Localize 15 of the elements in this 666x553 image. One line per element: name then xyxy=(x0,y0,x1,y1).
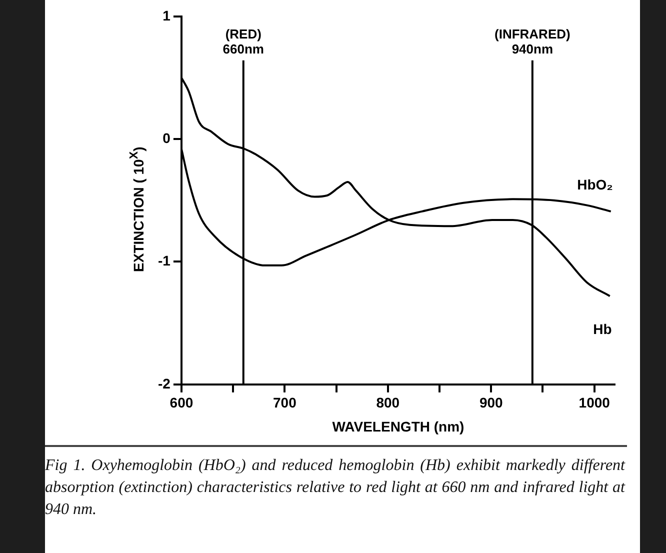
series-label: HbO₂ xyxy=(577,176,613,192)
x-tick-label: 700 xyxy=(272,394,297,411)
y-tick-label: -1 xyxy=(158,252,171,269)
caption: Fig 1. Oxyhemoglobin (HbO₂) and reduced hemoglobin (Hb) exhibit markedly different absorption (extinction) characteristics relative to red light at 660 nm and infrared light at 940 nm. xyxy=(45,456,625,520)
y-tick-label: 0 xyxy=(162,130,171,146)
ref-line-label: (INFRARED) 940nm xyxy=(494,26,570,56)
ref-line-label: (RED) 660nm xyxy=(222,26,264,56)
x-axis-title: WAVELENGTH (nm) xyxy=(332,418,464,434)
x-tick-label: 600 xyxy=(170,394,194,411)
x-tick-label: 1000 xyxy=(578,394,610,411)
x-tick-label: 800 xyxy=(376,394,400,411)
y-tick-label: 1 xyxy=(162,7,171,24)
x-tick-label: 900 xyxy=(479,394,504,411)
series-label: Hb xyxy=(593,321,612,338)
y-tick-label: -2 xyxy=(158,375,171,392)
